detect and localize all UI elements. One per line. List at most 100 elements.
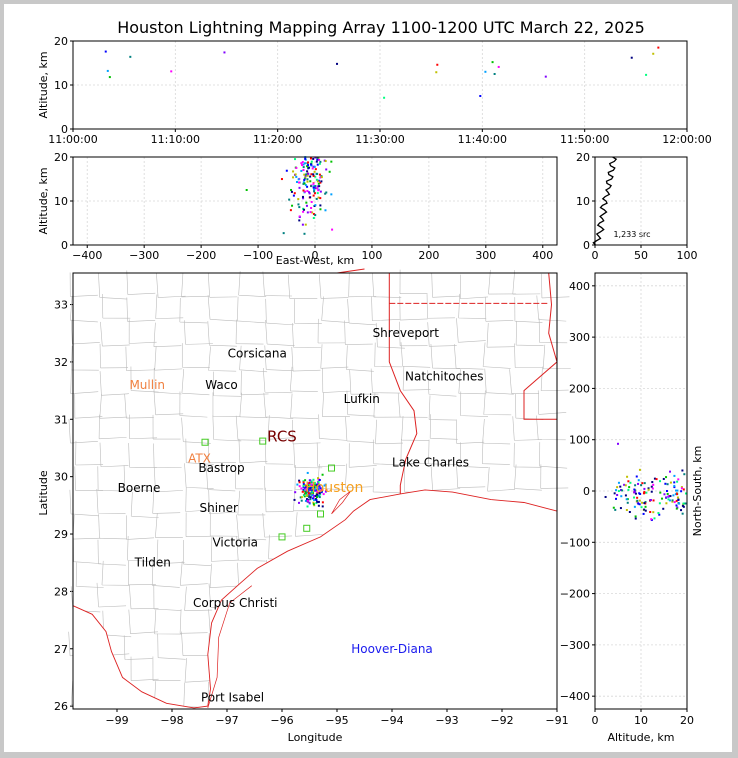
lightning-source-point [304, 157, 307, 160]
lightning-source-point [653, 517, 656, 520]
lightning-source-point [321, 488, 324, 491]
map-ylabel: Latitude [37, 470, 50, 516]
lightning-source-point [311, 167, 314, 170]
lightning-source-point [665, 490, 668, 493]
lightning-source-point [634, 515, 637, 518]
lightning-source-point [313, 192, 316, 195]
y-tick-label: 0 [583, 485, 590, 498]
lightning-source-point [294, 158, 297, 161]
county-border-segment [265, 319, 295, 346]
lightning-source-point [305, 484, 308, 487]
county-border-segment [179, 391, 208, 418]
lightning-source-point [619, 485, 622, 488]
lightning-source-point [290, 188, 293, 191]
lightning-source-point [311, 490, 314, 493]
county-border-segment [152, 489, 181, 514]
county-border-segment [75, 440, 104, 466]
map-place-label: Shreveport [373, 326, 440, 340]
county-border-segment [155, 294, 184, 319]
lightning-source-point [316, 180, 319, 183]
lightning-source-point [307, 492, 310, 495]
map-xlabel: Longitude [288, 731, 343, 744]
x-tick-label: −200 [186, 249, 216, 262]
lightning-source-point [282, 232, 285, 235]
lightning-source-point [307, 164, 310, 167]
county-border-segment [265, 487, 294, 513]
county-border-segment [98, 514, 127, 540]
lightning-source-point [636, 496, 639, 499]
lightning-source-point [312, 194, 315, 197]
lightning-source-point [312, 174, 315, 177]
county-border-segment [482, 342, 511, 369]
county-border-segment [181, 417, 211, 444]
lightning-source-point [651, 481, 654, 484]
lightning-source-point [628, 511, 631, 514]
lightning-source-point [309, 493, 312, 496]
lightning-source-point [312, 501, 315, 504]
county-border-segment [460, 391, 489, 417]
panel-frame [72, 272, 558, 710]
lightning-source-point [681, 504, 684, 507]
lightning-source-point [296, 483, 299, 486]
lightning-source-point [297, 501, 300, 504]
lightning-source-point [311, 486, 314, 489]
lightning-source-point [304, 223, 307, 226]
county-border-segment [512, 416, 542, 441]
lightning-source-point [303, 208, 306, 211]
county-border-segment [130, 492, 159, 519]
county-border-segment [514, 297, 543, 323]
map-place-label: Victoria [212, 536, 258, 550]
lightning-source-point [304, 484, 307, 487]
county-border-segment [458, 369, 487, 395]
lightning-source-point [680, 487, 683, 490]
lightning-source-point [293, 192, 296, 195]
lightning-source-point [305, 173, 308, 176]
lightning-source-point [314, 489, 317, 492]
county-border-segment [513, 442, 542, 468]
y-tick-label: 0 [61, 239, 68, 252]
lightning-source-point [317, 196, 320, 199]
county-border-segment [539, 442, 568, 469]
lightning-source-point [294, 173, 297, 176]
lightning-source-point [313, 190, 316, 193]
x-tick-label: 20 [680, 714, 694, 727]
lightning-source-point [309, 492, 312, 495]
lightning-source-point [305, 201, 308, 204]
county-border-segment [213, 371, 242, 397]
lightning-source-point [680, 486, 683, 489]
county-border-segment [397, 392, 428, 418]
lightning-source-point [300, 499, 303, 502]
lightning-source-point [310, 206, 313, 209]
county-border-segment [428, 439, 457, 466]
lightning-source-point [321, 473, 324, 476]
lightning-source-point [316, 156, 319, 159]
county-border-segment [70, 296, 98, 323]
lightning-source-point [318, 173, 321, 176]
source-count-label: 1,233 src [613, 230, 650, 239]
lightning-source-point [290, 190, 293, 193]
lightning-source-point [634, 484, 637, 487]
county-border-segment [238, 438, 268, 464]
lightning-source-point [642, 492, 645, 495]
lightning-source-point [303, 179, 306, 182]
lightning-source-point [316, 485, 319, 488]
x-tick-label: 0 [312, 249, 319, 262]
county-border-segment [540, 464, 569, 489]
lightning-source-point [298, 219, 301, 222]
county-border-segment [208, 438, 236, 464]
lightning-source-point [302, 488, 305, 491]
county-border-segment [96, 489, 126, 514]
lightning-source-point [614, 508, 617, 511]
county-border-segment [208, 489, 237, 515]
lightning-source-point [317, 182, 320, 185]
map-place-label: Lake Charles [392, 455, 469, 469]
lightning-source-point [319, 190, 322, 193]
lightning-source-point [288, 198, 291, 201]
county-border-segment [184, 463, 214, 489]
lightning-source-point [676, 489, 679, 492]
x-tick-label: 0 [592, 249, 599, 262]
county-border-segment [75, 562, 104, 588]
county-border-segment [154, 609, 183, 635]
county-border-segment [345, 463, 373, 489]
lightning-source-point [665, 496, 668, 499]
